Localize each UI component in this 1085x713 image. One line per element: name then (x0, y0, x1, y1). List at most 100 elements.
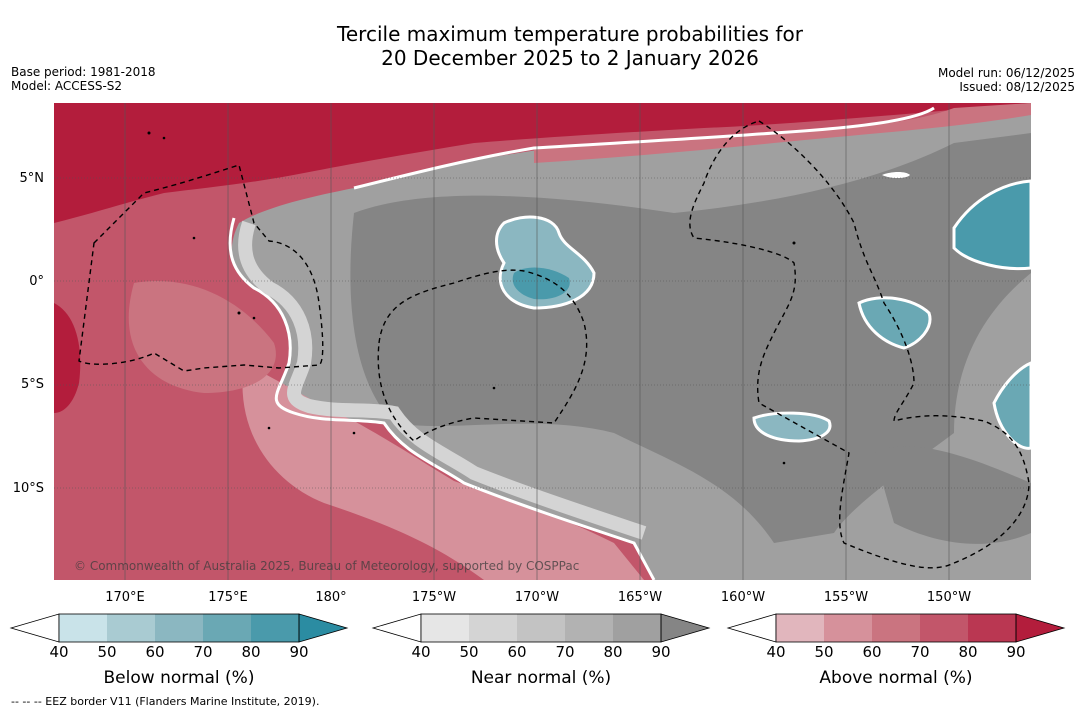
above-tick-60: 60 (862, 643, 882, 661)
colorbar-0-segment-4 (203, 614, 251, 642)
lat-label-10s: 10°S (12, 481, 44, 496)
near-tick-60: 60 (507, 643, 527, 661)
colorbars-svg (9, 613, 1066, 643)
island-8 (492, 386, 496, 390)
colorbar-1-min-triangle (371, 613, 422, 643)
lon-label-155w: 155°W (823, 590, 869, 605)
colorbar-1-segment-3 (517, 614, 565, 642)
eez-phoenix (377, 269, 588, 442)
colorbar-2-segment-3 (872, 614, 920, 642)
title-line-2: 20 December 2025 to 2 January 2026 (381, 46, 759, 70)
lon-label-170e: 170°E (105, 590, 145, 605)
model-run: Model run: 06/12/2025 (937, 66, 1075, 80)
near-tick-50: 50 (459, 643, 479, 661)
below-tick-50: 50 (97, 643, 117, 661)
eez-line-islands (689, 120, 1030, 569)
below-tick-40: 40 (49, 643, 69, 661)
colorbar-1-segment-5 (613, 614, 661, 642)
lon-label-165w: 165°W (617, 590, 663, 605)
above-normal-dark-2 (54, 303, 81, 413)
lon-label-175e: 175°E (208, 590, 248, 605)
above-normal-mid (128, 281, 276, 393)
island-6 (267, 426, 271, 430)
meta-right: Model run: 06/12/2025 Issued: 08/12/2025 (938, 66, 1075, 94)
above-tick-40: 40 (766, 643, 786, 661)
colorbar-2-outline (775, 613, 1017, 643)
below-normal-label: Below normal (%) (103, 668, 255, 688)
lon-label-180: 180° (315, 590, 347, 605)
title-line-1: Tercile maximum temperature probabilitie… (337, 22, 803, 46)
colorbar-near (371, 613, 711, 643)
above-tick-50: 50 (814, 643, 834, 661)
near-normal-core-2 (874, 446, 1031, 544)
colorbar-2-segment-1 (776, 614, 824, 642)
below-tick-90: 90 (289, 643, 309, 661)
colorbar-0-max-triangle (298, 613, 349, 643)
near-tick-90: 90 (651, 643, 671, 661)
colorbar-0-segment-5 (251, 614, 299, 642)
eez-footnote: -- -- -- EEZ border V11 (Flanders Marine… (11, 695, 320, 708)
island-2 (162, 136, 166, 140)
colorbar-0-segment-2 (107, 614, 155, 642)
lat-label-5n: 5°N (19, 171, 45, 186)
near-normal-label: Near normal (%) (470, 668, 612, 688)
near-tick-80: 80 (603, 643, 623, 661)
island-10 (782, 461, 786, 465)
gridlines (54, 177, 1031, 489)
colorbar-0-outline (58, 613, 300, 643)
meta-left: Base period: 1981-2018 Model: ACCESS-S2 (11, 65, 156, 93)
colorbar-1-segment-4 (565, 614, 613, 642)
issued-date: Issued: 08/12/2025 (959, 80, 1075, 94)
below-normal-patch-2 (857, 296, 932, 350)
colorbar-0-segment-1 (59, 614, 107, 642)
island-4 (237, 311, 241, 315)
below-tick-80: 80 (241, 643, 261, 661)
lon-label-150w: 150°W (926, 590, 972, 605)
island-3 (192, 236, 196, 240)
colorbar-0-min-triangle (9, 613, 60, 643)
grid-longitudes (124, 103, 950, 580)
above-tick-70: 70 (910, 643, 930, 661)
below-normal-patch-1-core (512, 267, 570, 300)
islands (147, 131, 796, 465)
above-tick-90: 90 (1006, 643, 1026, 661)
base-period: Base period: 1981-2018 (11, 65, 156, 79)
lon-label-170w: 170°W (514, 590, 560, 605)
model-name: Model: ACCESS-S2 (11, 79, 123, 93)
below-normal-patch-3 (752, 411, 832, 443)
colorbar-2-min-triangle (726, 613, 777, 643)
below-tick-70: 70 (193, 643, 213, 661)
colorbar-above (726, 613, 1066, 643)
below-normal-patch-4 (952, 179, 1031, 271)
colorbar-1-segment-1 (421, 614, 469, 642)
colorbar-2-segment-5 (968, 614, 1016, 642)
near-tick-40: 40 (411, 643, 431, 661)
colorbar-0-segment-3 (155, 614, 203, 642)
colorbar-2-segment-2 (824, 614, 872, 642)
map-title: Tercile maximum temperature probabilitie… (0, 22, 1085, 70)
tercile-boundary-above (228, 217, 656, 580)
island-1 (147, 131, 151, 135)
above-normal-label: Above normal (%) (819, 668, 973, 688)
near-tick-70: 70 (555, 643, 575, 661)
colorbar-below (9, 613, 349, 643)
colorbar-1-outline (420, 613, 662, 643)
above-normal-light (242, 363, 644, 580)
map-svg (54, 103, 1031, 580)
eez-borders (78, 120, 1030, 569)
colorbar-1-max-triangle (660, 613, 711, 643)
above-normal-dark (54, 103, 1031, 223)
copyright-notice: © Commonwealth of Australia 2025, Bureau… (74, 559, 580, 573)
island-5 (252, 316, 256, 320)
lon-label-160w: 160°W (720, 590, 766, 605)
lat-label-0: 0° (29, 274, 44, 289)
colorbar-1-segment-2 (469, 614, 517, 642)
probability-map (54, 103, 1031, 580)
near-normal-white-spot (882, 172, 910, 178)
above-tick-80: 80 (958, 643, 978, 661)
lon-label-175w: 175°W (411, 590, 457, 605)
island-9 (792, 241, 796, 245)
island-7 (352, 431, 356, 435)
colorbar-2-max-triangle (1015, 613, 1066, 643)
colorbar-2-segment-4 (920, 614, 968, 642)
